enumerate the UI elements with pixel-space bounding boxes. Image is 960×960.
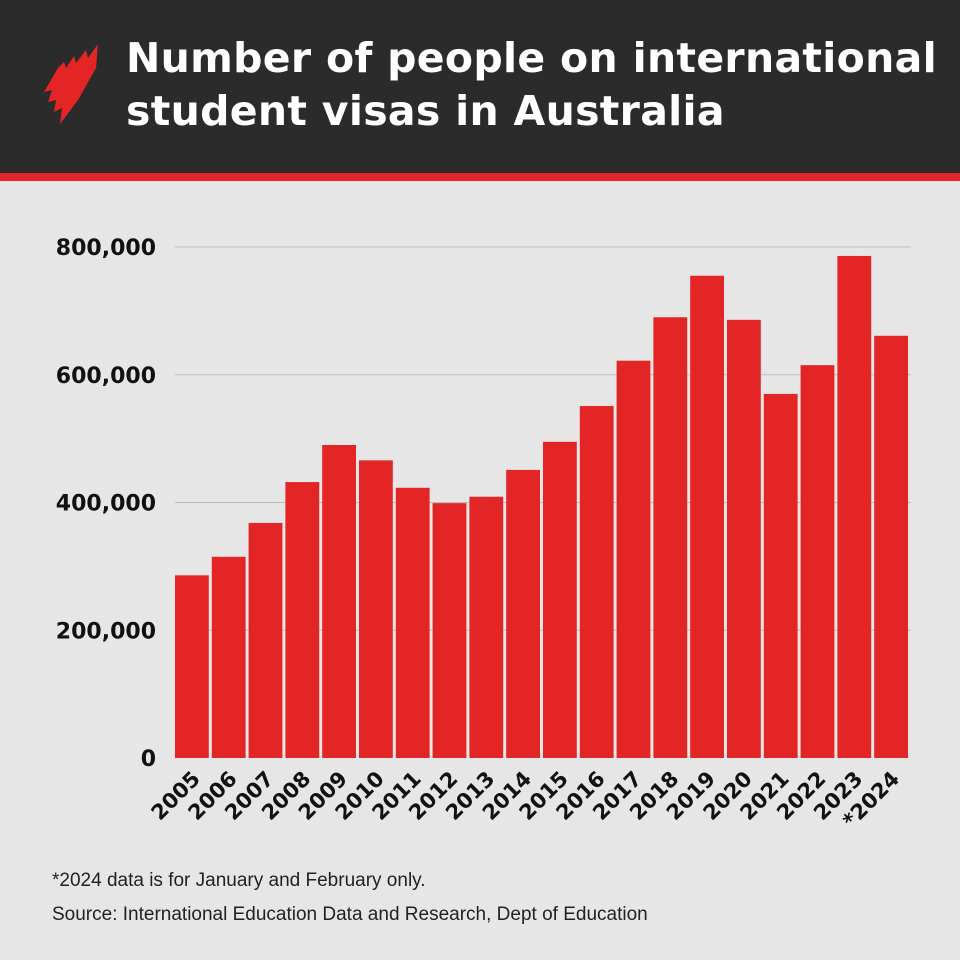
y-tick-label: 600,000 [56,364,156,389]
source-note: Source: International Education Data and… [52,904,648,925]
bar-2009 [322,445,356,758]
footnote-2024: *2024 data is for January and February o… [52,870,426,891]
y-tick-label: 400,000 [56,492,156,517]
page-title: Number of people on international studen… [126,34,937,135]
bar-chart: 0200,000400,000600,000800,00020052006200… [56,236,911,833]
bar-2021 [763,393,798,758]
bar-2010 [359,460,393,758]
bar-2006 [211,556,246,758]
y-tick-label: 0 [141,747,156,772]
bar-2015 [543,441,577,758]
bar-2023 [837,255,872,758]
y-tick-label: 800,000 [56,236,156,261]
sbs-logo-icon [44,44,98,124]
bar-2019 [690,275,724,758]
bar-2013 [469,496,504,758]
bar-2008 [285,482,320,758]
bar-2022 [800,365,835,758]
bar-2018 [653,317,688,758]
bar-2020 [727,319,761,758]
bar-2012 [432,503,467,758]
bar-2007 [248,522,283,758]
header-bar: Number of people on international studen… [0,0,960,181]
bar-2005 [175,575,209,758]
bar-2024 [874,335,908,758]
bar-2011 [395,487,430,758]
bar-2014 [506,469,540,758]
bar-2017 [616,360,651,758]
y-tick-label: 200,000 [56,619,156,644]
bar-2016 [579,406,614,758]
